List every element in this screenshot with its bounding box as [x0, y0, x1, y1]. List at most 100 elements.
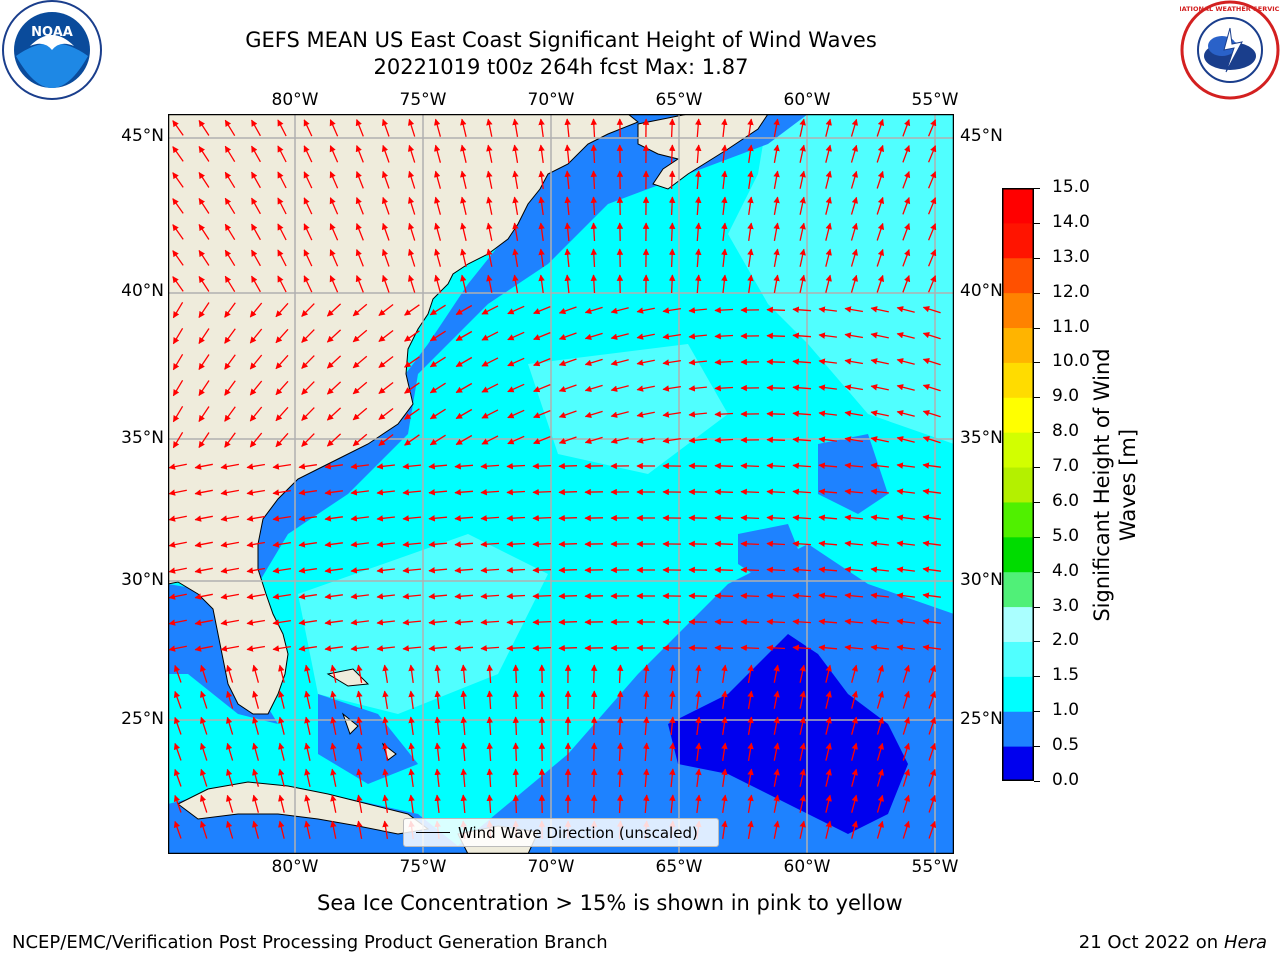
colorbar-tick-label: 11.0 [1052, 316, 1090, 337]
colorbar-segment [1002, 292, 1034, 329]
wave-direction-arrow [275, 328, 289, 344]
wave-direction-arrow [844, 436, 864, 443]
wave-direction-arrow [844, 462, 864, 469]
wave-direction-arrow [434, 690, 441, 709]
wave-direction-arrow [246, 489, 266, 496]
wave-direction-arrow [850, 144, 858, 163]
land-nova-scotia [637, 114, 769, 190]
wave-direction-arrow [799, 794, 806, 813]
wave-direction-arrow [844, 540, 864, 547]
wave-direction-arrow [480, 540, 500, 548]
wave-direction-arrow [198, 432, 210, 449]
wave-direction-arrow [538, 248, 545, 267]
wave-direction-arrow [199, 794, 208, 813]
wave-direction-arrow [277, 223, 287, 241]
wave-direction-arrow [766, 618, 786, 626]
wave-direction-arrow [225, 664, 234, 683]
wave-direction-arrow [584, 306, 603, 315]
colorbar-tick-mark [1034, 432, 1040, 434]
wave-direction-arrow [408, 768, 415, 787]
lat-label-right-45n: 45°N [960, 126, 1003, 146]
wave-direction-arrow [198, 171, 210, 188]
lat-label-left-35n: 35°N [121, 428, 164, 448]
wave-direction-arrow [168, 541, 187, 548]
wave-direction-arrow [350, 593, 369, 600]
wave-direction-arrow [928, 820, 937, 839]
wave-direction-arrow [329, 223, 339, 241]
wave-direction-arrow [198, 197, 210, 214]
wave-direction-arrow [922, 383, 941, 392]
wave-direction-arrow [584, 436, 603, 445]
wave-direction-arrow [922, 540, 941, 547]
wave-direction-arrow [506, 592, 526, 600]
wave-direction-arrow [356, 794, 363, 814]
wave-direction-arrow [850, 118, 858, 137]
colorbar-tick-label: 13.0 [1052, 246, 1090, 267]
wave-direction-arrow [688, 437, 707, 444]
map-plot [168, 114, 954, 854]
wave-direction-arrow [224, 275, 236, 293]
wave-direction-arrow [584, 410, 603, 419]
lon-label-top-65w: 65°W [655, 90, 703, 110]
wave-direction-arrow [330, 820, 337, 839]
wave-direction-arrow [199, 690, 208, 709]
wave-direction-arrow [896, 618, 915, 625]
wave-direction-arrow [669, 690, 676, 710]
lon-label-top-75w: 75°W [399, 90, 447, 110]
wave-direction-arrow [610, 411, 629, 418]
wave-direction-arrow [902, 794, 911, 813]
wave-direction-arrow [246, 645, 266, 652]
wave-direction-arrow [220, 567, 240, 574]
wave-direction-arrow [303, 145, 313, 163]
wave-direction-arrow [460, 170, 467, 189]
wave-direction-arrow [590, 222, 598, 242]
wave-direction-arrow [512, 170, 519, 190]
wave-direction-arrow [376, 541, 395, 548]
wave-direction-arrow [194, 645, 213, 652]
wave-direction-arrow [324, 541, 343, 548]
wave-direction-arrow [922, 435, 941, 444]
wave-direction-arrow [896, 566, 915, 573]
wave-direction-arrow [870, 540, 889, 547]
wave-direction-arrow [220, 593, 240, 600]
wave-direction-arrow [381, 248, 390, 267]
colorbar-tick-mark [1034, 327, 1040, 329]
wave-direction-arrow [721, 248, 728, 267]
wave-direction-arrow [662, 411, 682, 418]
colorbar-segment [1002, 397, 1034, 433]
wave-direction-arrow [460, 274, 467, 293]
wave-direction-arrow [173, 690, 182, 709]
wave-direction-arrow [251, 223, 261, 241]
wave-direction-arrow [766, 566, 786, 574]
wave-direction-arrow [486, 274, 493, 293]
wave-direction-arrow [429, 408, 446, 420]
colorbar-segment [1002, 257, 1034, 294]
wave-direction-arrow [355, 222, 364, 241]
wave-direction-arrow [407, 170, 416, 189]
wave-direction-arrow [792, 332, 812, 339]
wave-direction-arrow [844, 488, 864, 495]
wave-direction-arrow [532, 644, 552, 652]
wave-direction-arrow [326, 381, 342, 395]
wave-direction-arrow [486, 170, 493, 189]
wave-direction-arrow [669, 716, 676, 736]
wave-direction-arrow [876, 274, 885, 293]
wave-direction-arrow [792, 540, 812, 548]
wave-direction-arrow [376, 567, 395, 574]
wave-direction-arrow [747, 118, 754, 137]
wave-direction-arrow [355, 170, 364, 189]
wave-direction-arrow [714, 540, 734, 548]
lon-label-bottom-75w: 75°W [399, 857, 447, 877]
wave-direction-arrow [225, 820, 234, 839]
wave-direction-arrow [896, 488, 915, 495]
wave-direction-arrow [376, 645, 395, 652]
wave-direction-arrow [590, 664, 598, 684]
wave-direction-arrow [251, 171, 261, 189]
wave-direction-arrow [481, 331, 499, 341]
wave-direction-arrow [714, 306, 734, 314]
wave-direction-arrow [876, 196, 885, 215]
wave-direction-arrow [480, 566, 500, 574]
wave-direction-arrow [324, 489, 343, 496]
wave-direction-arrow [507, 305, 525, 315]
wave-direction-arrow [512, 222, 519, 242]
